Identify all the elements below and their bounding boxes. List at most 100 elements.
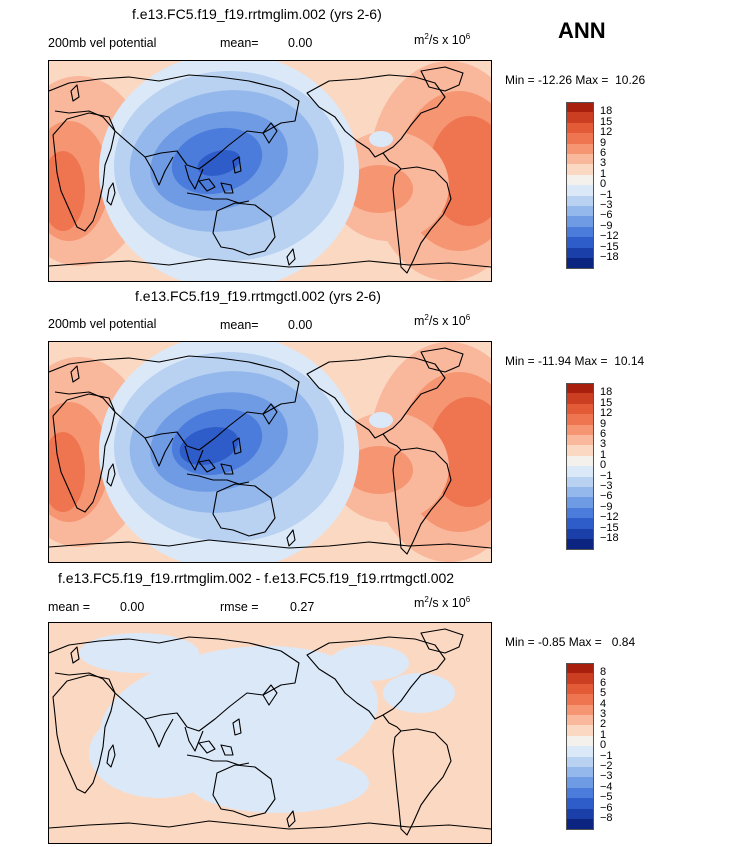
colorbar-swatch	[566, 518, 594, 529]
colorbar-swatch	[566, 206, 594, 217]
colorbar-level-label: −6	[600, 490, 613, 503]
colorbar-level-label: −18	[600, 251, 619, 263]
colorbar-swatch	[566, 777, 594, 788]
colorbar-level-label: −4	[600, 780, 613, 793]
colorbar-level-label: −1	[600, 749, 613, 762]
colorbar-level-label: 0	[600, 459, 607, 472]
panel-2-minmax: Min = -11.94 Max = 10.14	[505, 354, 645, 368]
colorbar-swatch	[566, 487, 594, 498]
colorbar-level-label: −8	[600, 812, 613, 824]
panel-3-rmse-label: rmse =	[220, 600, 259, 614]
colorbar-swatch	[566, 663, 594, 675]
panel-3-mean-value: 0.00	[120, 600, 145, 614]
colorbar-swatch	[566, 154, 594, 165]
panel-1-mean-value: 0.00	[288, 36, 313, 50]
colorbar-level-label: −1	[600, 188, 613, 201]
colorbar-swatch	[566, 424, 594, 435]
colorbar-level-label: 3	[600, 438, 607, 451]
panel-2-units: m2/s x 106	[414, 313, 471, 329]
panel-3-minmax: Min = -0.85 Max = 0.84	[505, 635, 636, 649]
panel-1-map	[48, 60, 492, 282]
panel-2-title: f.e13.FC5.f19_f19.rrtmgctl.002 (yrs 2-6)	[135, 288, 381, 304]
panel-2-map	[48, 341, 492, 563]
panel-3-title: f.e13.FC5.f19_f19.rrtmglim.002 - f.e13.F…	[58, 570, 455, 586]
colorbar-level-label: 4	[600, 697, 607, 710]
colorbar-swatch	[566, 403, 594, 415]
panel-1-units: m2/s x 106	[414, 32, 471, 48]
colorbar-level-label: 0	[600, 178, 607, 191]
colorbar-level-label: 1	[600, 448, 607, 461]
colorbar-level-label: 0	[600, 739, 607, 752]
colorbar-swatch	[566, 226, 594, 238]
panel-1-mean-label: mean=	[220, 36, 259, 50]
colorbar-swatch	[566, 185, 594, 196]
colorbar-level-label: −18	[600, 532, 619, 544]
colorbar-level-label: −9	[600, 219, 613, 232]
colorbar-level-label: −5	[600, 791, 613, 804]
colorbar-level-label: −12	[600, 511, 619, 524]
colorbar-swatch	[566, 383, 594, 395]
colorbar-level-label: 12	[600, 126, 613, 139]
panel-1-minmax: Min = -12.26 Max = 10.26	[505, 73, 646, 87]
colorbar-level-label: 6	[600, 147, 607, 159]
map-plot	[49, 342, 491, 562]
colorbar-level-label: −6	[600, 801, 613, 814]
panel-2-mean-value: 0.00	[288, 318, 313, 332]
colorbar-level-label: 18	[600, 105, 613, 118]
colorbar-swatch	[566, 122, 594, 134]
panel-2-field-label: 200mb vel potential	[48, 317, 157, 331]
colorbar-swatch	[566, 497, 594, 508]
colorbar-level-label: 6	[600, 428, 607, 440]
colorbar-swatch	[566, 455, 594, 467]
colorbar-level-label: −12	[600, 230, 619, 243]
colorbar-swatch	[566, 798, 594, 809]
colorbar-swatch	[566, 746, 594, 757]
colorbar-swatch	[566, 507, 594, 519]
colorbar-swatch	[566, 466, 594, 477]
colorbar-swatch	[566, 756, 594, 767]
map-plot	[49, 61, 491, 281]
panel-3-map	[48, 622, 492, 844]
panel-2-mean-label: mean=	[220, 318, 259, 332]
colorbar-swatch	[566, 528, 594, 539]
colorbar-level-label: −9	[600, 500, 613, 513]
colorbar-level-label: −3	[600, 199, 613, 211]
colorbar-swatch	[566, 247, 594, 258]
colorbar-level-label: 18	[600, 386, 613, 399]
colorbar-level-label: 6	[600, 676, 607, 689]
panel-3-units: m2/s x 106	[414, 595, 471, 611]
colorbar-swatch	[566, 694, 594, 705]
colorbar-level-label: −6	[600, 209, 613, 222]
colorbar-level-label: 12	[600, 407, 613, 420]
colorbar-level-label: −3	[600, 770, 613, 783]
colorbar-swatch	[566, 673, 594, 684]
colorbar-swatch	[566, 133, 594, 144]
colorbar-level-label: 1	[600, 167, 607, 180]
colorbar-level-label: 3	[600, 157, 607, 170]
panel-3-rmse-value: 0.27	[290, 600, 315, 614]
colorbar-swatch	[566, 258, 594, 270]
colorbar-swatch	[566, 112, 594, 123]
colorbar-swatch	[566, 164, 594, 175]
colorbar-level-label: 3	[600, 708, 607, 720]
panel-1-field-label: 200mb vel potential	[48, 36, 157, 50]
colorbar-swatch	[566, 195, 594, 206]
colorbar-level-label: 2	[600, 718, 607, 731]
colorbar-swatch	[566, 476, 594, 487]
colorbar-swatch	[566, 704, 594, 715]
colorbar-level-label: 15	[600, 396, 613, 409]
colorbar-swatch	[566, 174, 594, 186]
colorbar-swatch	[566, 735, 594, 747]
colorbar-swatch	[566, 445, 594, 456]
colorbar-level-label: −2	[600, 760, 613, 772]
colorbar-level-label: 15	[600, 115, 613, 128]
colorbar-swatch	[566, 725, 594, 736]
colorbar-swatch	[566, 767, 594, 778]
panel-1-title: f.e13.FC5.f19_f19.rrtmglim.002 (yrs 2-6)	[132, 6, 382, 22]
colorbar-level-label: −1	[600, 469, 613, 482]
colorbar-swatch	[566, 683, 594, 695]
colorbar-level-label: 9	[600, 417, 607, 430]
colorbar-swatch	[566, 715, 594, 726]
colorbar-level-label: 8	[600, 666, 607, 679]
colorbar-swatch	[566, 435, 594, 446]
